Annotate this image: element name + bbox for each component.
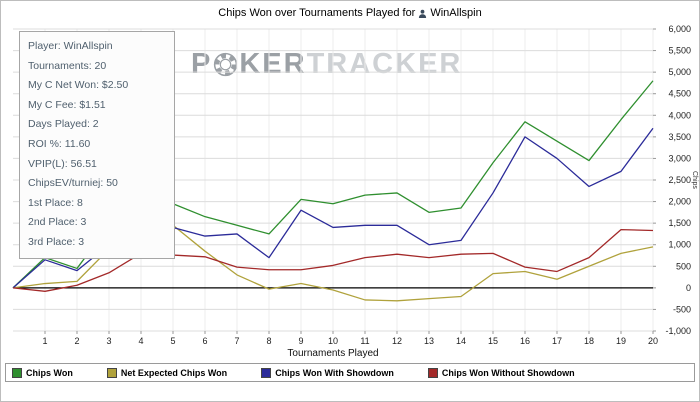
x-tick-label: 13 <box>424 336 434 346</box>
y-tick-label: 5,500 <box>668 46 691 56</box>
series-line-chips-won-without-showdown <box>12 228 654 292</box>
y-tick-label: 1,500 <box>668 218 691 228</box>
stat-tournaments: Tournaments: 20 <box>28 59 107 72</box>
stat-second-place: 2nd Place: 3 <box>28 216 87 229</box>
y-tick-label: 500 <box>676 261 691 271</box>
x-tick-label: 19 <box>616 336 626 346</box>
legend-bar: Chips Won Net Expected Chips Won Chips W… <box>5 363 695 382</box>
y-tick-label: 4,000 <box>668 110 691 120</box>
legend-item-chips-won[interactable]: Chips Won <box>12 367 73 378</box>
y-tick-label: 3,000 <box>668 153 691 163</box>
y-tick-label: 2,000 <box>668 197 691 207</box>
stat-chipsev: ChipsEV/turniej: 50 <box>28 177 118 190</box>
watermark-text-tracker: TRACKER <box>306 48 463 80</box>
y-tick-label: 0 <box>686 283 691 293</box>
watermark-text-ker: KER <box>239 48 307 80</box>
y-tick-label: 2,500 <box>668 175 691 185</box>
stat-first-place: 1st Place: 8 <box>28 196 83 209</box>
x-tick-label: 14 <box>456 336 466 346</box>
x-tick-label: 18 <box>584 336 594 346</box>
y-tick-label: 4,500 <box>668 89 691 99</box>
x-tick-label: 8 <box>266 336 271 346</box>
x-tick-label: 15 <box>488 336 498 346</box>
stat-player: Player: WinAllspin <box>28 40 113 52</box>
y-tick-label: 3,500 <box>668 132 691 142</box>
pokertracker-watermark: P KER TRACKER <box>191 48 462 81</box>
y-axis-title: Chips <box>691 171 698 189</box>
x-tick-label: 4 <box>138 336 143 346</box>
x-tick-label: 12 <box>392 336 402 346</box>
x-tick-label: 3 <box>106 336 111 346</box>
stat-net-won: My C Net Won: $2.50 <box>28 79 129 92</box>
x-tick-label: 6 <box>202 336 207 346</box>
x-axis-title: Tournaments Played <box>287 348 379 359</box>
legend-swatch-net-expected <box>106 367 117 378</box>
legend-item-net-expected[interactable]: Net Expected Chips Won <box>106 367 228 378</box>
legend-swatch-without-showdown <box>427 367 438 378</box>
legend-swatch-with-showdown <box>261 367 272 378</box>
legend-label: Net Expected Chips Won <box>120 367 228 378</box>
y-tick-label: -500 <box>673 304 691 314</box>
legend-item-with-showdown[interactable]: Chips Won With Showdown <box>261 367 394 378</box>
y-tick-label: 1,000 <box>668 240 691 250</box>
x-tick-label: 10 <box>328 336 338 346</box>
player-icon <box>419 9 427 18</box>
legend-label: Chips Won Without Showdown <box>441 367 575 378</box>
stat-third-place: 3rd Place: 3 <box>28 235 85 248</box>
legend-label: Chips Won <box>26 367 73 378</box>
legend-item-without-showdown[interactable]: Chips Won Without Showdown <box>427 367 575 378</box>
y-tick-label: -1,000 <box>665 326 691 336</box>
y-tick-label: 6,000 <box>668 24 691 34</box>
x-tick-label: 5 <box>170 336 175 346</box>
x-tick-label: 16 <box>520 336 530 346</box>
stat-days-played: Days Played: 2 <box>28 118 99 131</box>
stat-fee: My C Fee: $1.51 <box>28 98 106 111</box>
legend-label: Chips Won With Showdown <box>275 367 394 378</box>
chart-title-player: WinAllspin <box>430 7 482 19</box>
stats-panel: Player: WinAllspin Tournaments: 20 My C … <box>19 31 175 259</box>
x-tick-label: 11 <box>360 336 369 346</box>
legend-swatch-chips-won <box>12 367 22 378</box>
stat-vpip: VPIP(L): 56.51 <box>28 157 97 170</box>
y-tick-label: 5,000 <box>668 67 691 77</box>
chart-title: Chips Won over Tournaments Played for Wi… <box>1 6 699 20</box>
x-tick-label: 17 <box>552 336 562 346</box>
chart-title-text: Chips Won over Tournaments Played for <box>218 7 416 19</box>
x-tick-label: 2 <box>74 336 79 346</box>
stat-roi: ROI %: 11.60 <box>28 137 91 150</box>
x-tick-label: 9 <box>298 336 303 346</box>
x-tick-label: 1 <box>42 336 47 346</box>
x-tick-label: 20 <box>648 336 658 346</box>
x-tick-label: 7 <box>234 336 239 346</box>
